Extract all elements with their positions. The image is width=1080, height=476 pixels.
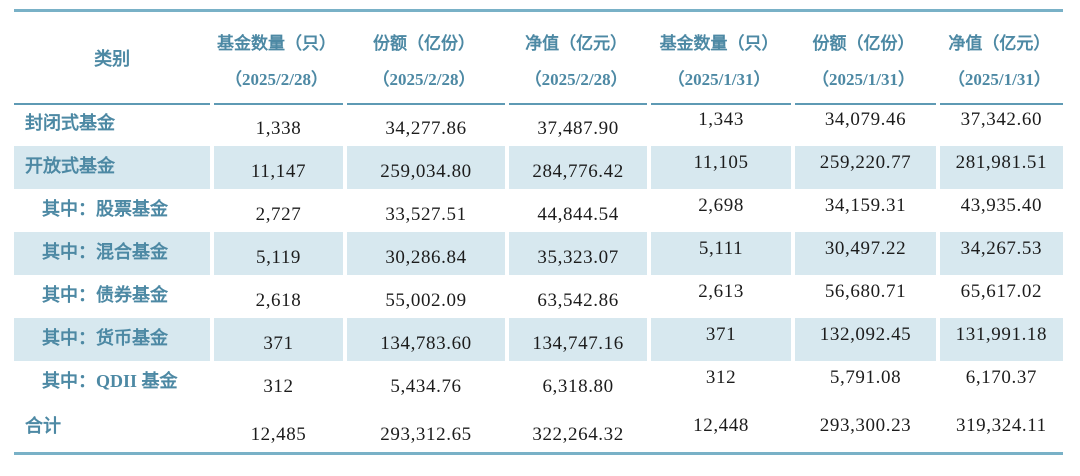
share-feb-cell: 134,783.60	[342, 318, 506, 361]
header-separator-line	[14, 103, 1063, 105]
nav-feb-cell: 322,264.32	[505, 404, 646, 452]
fund-count-jan-cell: 2,613	[646, 275, 791, 318]
category-cell: 封闭式基金	[25, 112, 115, 133]
nav-jan-cell: 281,981.51	[935, 146, 1063, 189]
column-title: 基金数量（只）	[659, 34, 779, 53]
column-title: 份额（亿份）	[812, 34, 915, 53]
nav-jan-cell: 37,342.60	[935, 103, 1063, 146]
column-title: 基金数量（只）	[216, 34, 336, 53]
fund-count-feb-cell: 5,119	[210, 232, 343, 275]
share-jan-cell: 259,220.77	[791, 146, 936, 189]
nav-feb-cell: 44,844.54	[505, 189, 646, 232]
fund-count-jan-cell: 312	[646, 361, 791, 404]
nav-feb-cell: 37,487.90	[505, 103, 646, 146]
header-row: 类别 基金数量（只） （2025/2/28） 份额（亿份） （2025/2/28…	[14, 12, 1063, 103]
share-feb-cell: 55,002.09	[342, 275, 506, 318]
nav-feb-cell: 35,323.07	[505, 232, 647, 275]
fund-count-feb-cell: 2,727	[210, 189, 342, 232]
category-cell: 开放式基金	[14, 146, 211, 189]
nav-jan-cell: 6,170.37	[935, 361, 1063, 404]
category-cell: 其中：混合基金	[14, 232, 211, 275]
share-jan-cell: 34,159.31	[791, 189, 935, 232]
table-body: 封闭式基金 1,338 34,277.86 37,487.90 1,343 34…	[14, 103, 1063, 452]
fund-count-feb-cell: 2,618	[210, 275, 342, 318]
column-title: 份额（亿份）	[373, 34, 476, 53]
column-header-nav-jan: 净值（亿元） （2025/1/31）	[936, 12, 1063, 103]
share-feb-cell: 33,527.51	[342, 189, 506, 232]
column-header-share-jan: 份额（亿份） （2025/1/31）	[791, 12, 935, 103]
column-date: （2025/2/28）	[524, 70, 628, 89]
column-header-fund-count-feb: 基金数量（只） （2025/2/28）	[210, 12, 342, 103]
nav-jan-cell: 319,324.11	[935, 404, 1063, 452]
nav-jan-cell: 34,267.53	[935, 232, 1063, 275]
nav-feb-cell: 63,542.86	[505, 275, 646, 318]
table-top-border	[14, 9, 1063, 12]
category-cell: 合计	[25, 416, 61, 436]
share-jan-cell: 132,092.45	[791, 318, 936, 361]
fund-count-jan-cell: 1,343	[646, 103, 791, 146]
table-header: 类别 基金数量（只） （2025/2/28） 份额（亿份） （2025/2/28…	[14, 12, 1063, 103]
table-row: 其中：债券基金 2,618 55,002.09 63,542.86 2,613 …	[14, 275, 1063, 318]
nav-feb-cell: 6,318.80	[505, 361, 646, 404]
column-header-fund-count-jan: 基金数量（只） （2025/1/31）	[647, 12, 791, 103]
fund-count-jan-cell: 11,105	[646, 146, 792, 189]
column-date: （2025/1/31）	[947, 70, 1051, 89]
table-row: 封闭式基金 1,338 34,277.86 37,487.90 1,343 34…	[14, 103, 1063, 146]
fund-count-feb-cell: 371	[210, 318, 343, 361]
table-row: 其中：股票基金 2,727 33,527.51 44,844.54 2,698 …	[14, 189, 1063, 232]
column-header-nav-feb: 净值（亿元） （2025/2/28）	[505, 12, 646, 103]
fund-count-jan-cell: 371	[646, 318, 792, 361]
table-row: 其中：货币基金 371 134,783.60 134,747.16 371 13…	[14, 318, 1063, 361]
share-jan-cell: 5,791.08	[791, 361, 935, 404]
nav-jan-cell: 65,617.02	[935, 275, 1063, 318]
share-jan-cell: 56,680.71	[791, 275, 935, 318]
nav-jan-cell: 43,935.40	[935, 189, 1063, 232]
column-date: （2025/1/31）	[812, 70, 915, 89]
table-row: 开放式基金 11,147 259,034.80 284,776.42 11,10…	[14, 146, 1063, 189]
fund-count-jan-cell: 5,111	[646, 232, 792, 275]
share-jan-cell: 34,079.46	[791, 103, 935, 146]
fund-count-jan-cell: 2,698	[646, 189, 791, 232]
share-feb-cell: 30,286.84	[342, 232, 506, 275]
share-feb-cell: 259,034.80	[342, 146, 506, 189]
fund-statistics-table: 类别 基金数量（只） （2025/2/28） 份额（亿份） （2025/2/28…	[14, 12, 1063, 452]
fund-count-jan-cell: 12,448	[646, 404, 791, 452]
table-row: 其中：QDII 基金 312 5,434.76 6,318.80 312 5,7…	[14, 361, 1063, 404]
nav-feb-cell: 284,776.42	[505, 146, 647, 189]
table-row: 合计 12,485 293,312.65 322,264.32 12,448 2…	[14, 404, 1063, 452]
column-title: 净值（亿元）	[948, 34, 1051, 53]
fund-count-feb-cell: 12,485	[210, 404, 342, 452]
nav-jan-cell: 131,991.18	[935, 318, 1063, 361]
share-jan-cell: 293,300.23	[791, 404, 935, 452]
fund-count-feb-cell: 312	[210, 361, 342, 404]
nav-feb-cell: 134,747.16	[505, 318, 647, 361]
column-header-category: 类别	[94, 48, 131, 69]
fund-count-feb-cell: 11,147	[210, 146, 343, 189]
share-jan-cell: 30,497.22	[791, 232, 936, 275]
fund-count-feb-cell: 1,338	[210, 103, 342, 146]
table-bottom-border	[14, 452, 1063, 455]
share-feb-cell: 34,277.86	[342, 103, 506, 146]
category-cell: 其中：QDII 基金	[42, 370, 178, 391]
share-feb-cell: 5,434.76	[342, 361, 506, 404]
column-date: （2025/2/28）	[372, 70, 476, 89]
category-cell: 其中：货币基金	[14, 318, 211, 361]
column-title: 净值（亿元）	[525, 34, 628, 53]
share-feb-cell: 293,312.65	[342, 404, 506, 452]
category-cell: 其中：债券基金	[42, 284, 168, 305]
table-row: 其中：混合基金 5,119 30,286.84 35,323.07 5,111 …	[14, 232, 1063, 275]
category-cell: 其中：股票基金	[42, 198, 168, 219]
column-date: （2025/2/28）	[225, 70, 328, 89]
column-date: （2025/1/31）	[667, 70, 771, 89]
column-header-share-feb: 份额（亿份） （2025/2/28）	[343, 12, 506, 103]
